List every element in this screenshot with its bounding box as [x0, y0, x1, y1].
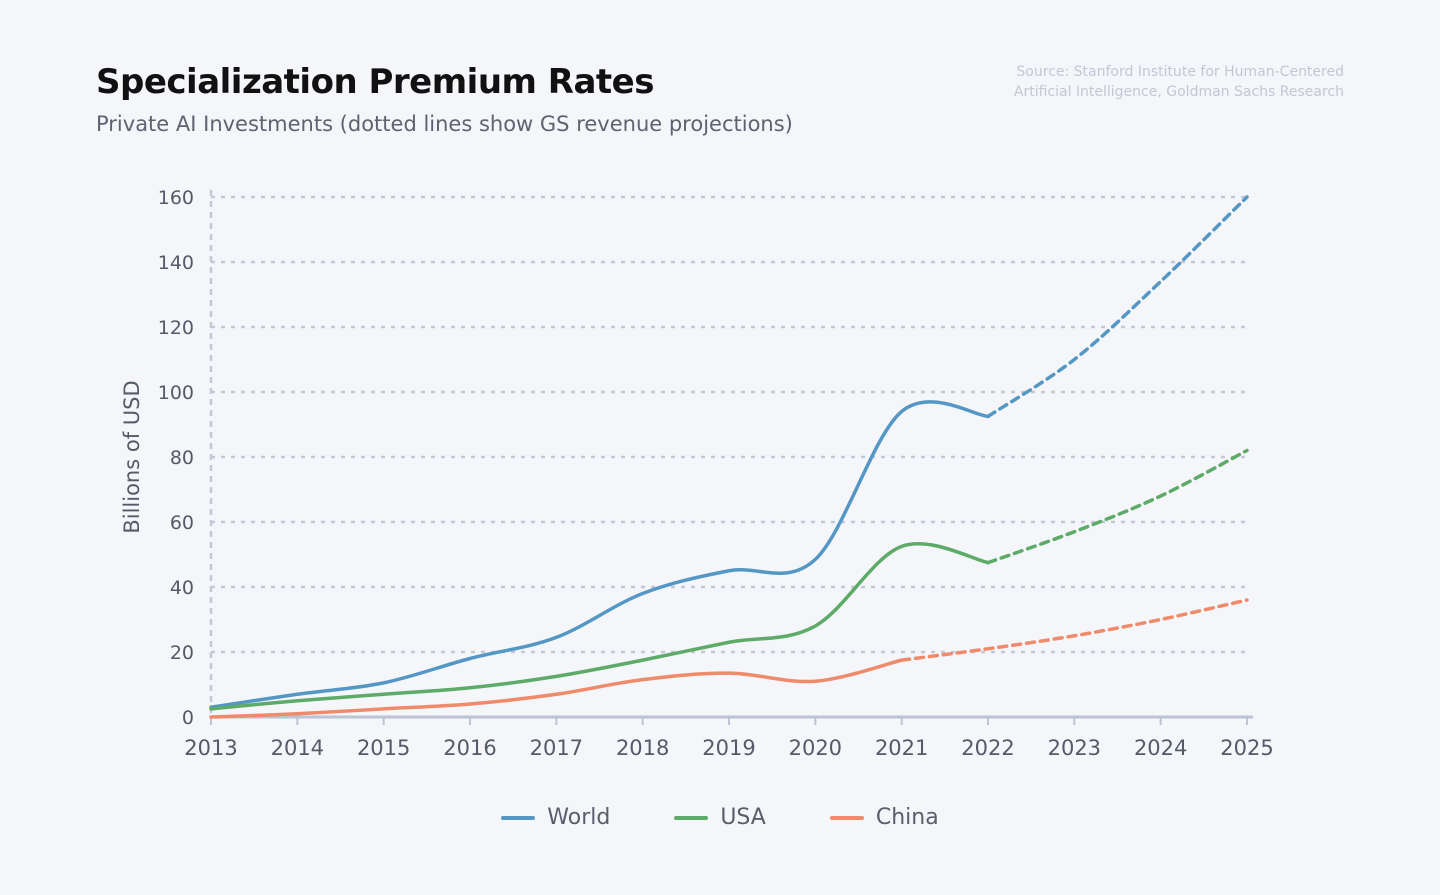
legend-swatch [674, 815, 709, 820]
y-tick-label: 100 [158, 382, 194, 404]
legend-label: USA [720, 805, 766, 830]
x-tick-label: 2016 [443, 736, 496, 760]
legend-item-usa[interactable]: USA [674, 805, 766, 830]
y-tick-label: 0 [182, 707, 194, 729]
y-tick-label: 140 [158, 252, 194, 274]
x-tick-label: 2025 [1220, 736, 1273, 760]
legend-label: World [547, 805, 611, 830]
series-usa-line [209, 542, 990, 711]
series-china-projection [899, 598, 1249, 662]
x-tick-label: 2024 [1134, 736, 1187, 760]
legend-swatch [501, 815, 536, 820]
x-tick-label: 2022 [961, 736, 1014, 760]
x-tick-label: 2021 [875, 736, 928, 760]
source-line: Artificial Intelligence, Goldman Sachs R… [1013, 84, 1344, 100]
y-tick-label: 120 [158, 317, 194, 339]
y-tick-label: 80 [170, 447, 194, 469]
legend-item-world[interactable]: World [501, 805, 610, 830]
series-china-line [209, 658, 904, 719]
series-world-projection [986, 195, 1249, 419]
x-tick-label: 2019 [702, 736, 755, 760]
x-tick-label: 2015 [357, 736, 410, 760]
source-line: Source: Stanford Institute for Human-Cen… [1016, 64, 1344, 80]
chart-subtitle: Private AI Investments (dotted lines sho… [96, 112, 793, 136]
series-world-line [209, 400, 990, 709]
source-note: Source: Stanford Institute for Human-Cen… [924, 62, 1344, 102]
y-axis-label: Billions of USD [120, 380, 144, 533]
legend-label: China [875, 805, 939, 830]
x-tick-label: 2018 [616, 736, 669, 760]
x-tick-label: 2014 [271, 736, 324, 760]
legend: World USA China [0, 805, 1440, 830]
series-usa-projection [986, 448, 1249, 565]
chart-title: Specialization Premium Rates [96, 62, 654, 102]
x-tick-label: 2023 [1048, 736, 1101, 760]
y-tick-label: 60 [170, 512, 194, 534]
legend-swatch [829, 815, 864, 820]
x-tick-label: 2013 [184, 736, 237, 760]
y-tick-label: 160 [158, 187, 194, 209]
y-tick-label: 20 [170, 642, 194, 664]
x-tick-label: 2020 [789, 736, 842, 760]
x-tick-label: 2017 [530, 736, 583, 760]
legend-item-china[interactable]: China [829, 805, 939, 830]
y-tick-label: 40 [170, 577, 194, 599]
